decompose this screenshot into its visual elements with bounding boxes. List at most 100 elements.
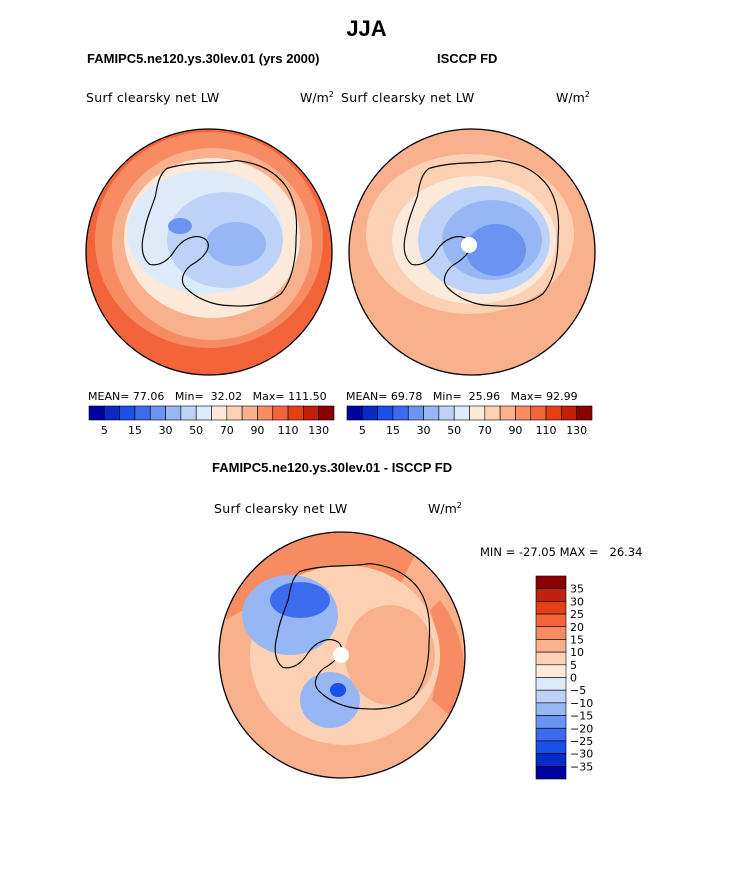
colorbar-swatch [484, 405, 501, 421]
right-colorbar: 5 15 30 50 70 90 110 130 [346, 405, 593, 437]
left-map-interior-40 [206, 222, 266, 266]
colorbar-swatch [469, 405, 486, 421]
colorbar-tick-label: 90 [250, 424, 264, 437]
colorbar-swatch [535, 753, 567, 767]
right-units-label: W/m2 [556, 90, 590, 106]
left-map-border [85, 128, 333, 376]
colorbar-swatch [303, 405, 319, 421]
colorbar-swatch [535, 715, 567, 729]
colorbar-swatch [287, 405, 304, 421]
diff-map-pole-hole [333, 647, 349, 663]
colorbar-swatch [535, 588, 567, 602]
colorbar-tick-label: −25 [570, 735, 593, 748]
colorbar-swatch [453, 405, 470, 421]
colorbar-swatch [535, 664, 567, 678]
left-colorbar: 5 15 30 50 70 90 110 130 [88, 405, 335, 437]
diff-map [219, 532, 465, 778]
colorbar-swatch [195, 405, 212, 421]
colorbar-swatch [535, 575, 567, 589]
colorbar-swatch [119, 405, 136, 421]
right-map-pole-hole [461, 237, 477, 253]
colorbar-swatch [134, 405, 151, 421]
diff-map-east-positive [430, 600, 465, 720]
diff-minmax: MIN = -27.05 MAX = 26.34 [480, 545, 643, 559]
right-variable-label: Surf clearsky net LW [341, 90, 475, 105]
diff-variable-label: Surf clearsky net LW [214, 501, 348, 516]
colorbar-tick-label: 35 [570, 583, 584, 596]
colorbar-tick-label: 20 [570, 621, 584, 634]
colorbar-swatch [561, 405, 577, 421]
colorbar-swatch [535, 613, 567, 628]
diff-map-weddell-strong [270, 582, 330, 618]
left-map [86, 129, 332, 375]
diff-map-border [218, 531, 466, 779]
diff-map-plateau-positive [345, 605, 435, 705]
colorbar-swatch [318, 405, 335, 421]
colorbar-tick-label: −5 [570, 684, 586, 697]
colorbar-tick-label: 90 [508, 424, 522, 437]
colorbar-swatch [377, 405, 394, 421]
left-variable-label: Surf clearsky net LW [86, 90, 220, 105]
colorbar-tick-label: 30 [159, 424, 173, 437]
colorbar-tick-label: 15 [386, 424, 400, 437]
colorbar-tick-label: 15 [128, 424, 142, 437]
colorbar-swatch [545, 405, 562, 421]
colorbar-swatch [165, 405, 182, 421]
colorbar-swatch [535, 727, 567, 742]
colorbar-tick-label: −15 [570, 710, 593, 723]
colorbar-tick-label: 5 [101, 424, 108, 437]
colorbar-tick-label: 130 [566, 424, 587, 437]
colorbar-tick-label: 5 [570, 659, 577, 672]
colorbar-tick-label: 70 [478, 424, 492, 437]
colorbar-tick-label: 15 [570, 633, 584, 646]
diff-units-label: W/m2 [428, 501, 462, 517]
left-stats: MEAN= 77.06 Min= 32.02 Max= 111.50 [88, 390, 327, 403]
colorbar-tick-label: 0 [570, 672, 577, 685]
colorbar-swatch [535, 651, 567, 666]
right-map [349, 129, 595, 375]
colorbar-swatch [407, 405, 424, 421]
right-map-border [348, 128, 596, 376]
colorbar-swatch [535, 626, 567, 640]
page-title: JJA [346, 16, 387, 41]
colorbar-tick-label: 30 [417, 424, 431, 437]
right-panel-subtitle: ISCCP FD [437, 51, 498, 66]
colorbar-swatch [535, 677, 567, 691]
colorbar-tick-label: 50 [447, 424, 461, 437]
colorbar-swatch [530, 405, 547, 421]
colorbar-swatch [272, 405, 289, 421]
colorbar-tick-label: −35 [570, 760, 593, 773]
right-map-interior-30 [466, 224, 526, 276]
colorbar-swatch [515, 405, 532, 421]
colorbar-swatch [423, 405, 440, 421]
colorbar-tick-label: −10 [570, 697, 593, 710]
colorbar-tick-label: 5 [359, 424, 366, 437]
colorbar-swatch [362, 405, 378, 421]
colorbar-tick-label: 25 [570, 608, 584, 621]
colorbar-swatch [535, 639, 567, 653]
left-panel-subtitle: FAMIPC5.ne120.ys.30lev.01 (yrs 2000) [87, 51, 320, 66]
colorbar-tick-label: 130 [308, 424, 329, 437]
colorbar-tick-label: 50 [189, 424, 203, 437]
colorbar-swatch [535, 601, 567, 615]
left-units-label: W/m2 [300, 90, 334, 106]
colorbar-tick-label: −30 [570, 748, 593, 761]
colorbar-tick-label: 30 [570, 595, 584, 608]
colorbar-swatch [241, 405, 258, 421]
colorbar-swatch [535, 689, 567, 704]
colorbar-swatch [257, 405, 274, 421]
colorbar-swatch [346, 405, 363, 421]
colorbar-swatch [576, 405, 593, 421]
colorbar-swatch [226, 405, 243, 421]
colorbar-tick-label: −20 [570, 722, 593, 735]
colorbar-swatch [535, 740, 567, 754]
diff-panel-subtitle: FAMIPC5.ne120.ys.30lev.01 - ISCCP FD [212, 460, 453, 475]
colorbar-swatch [211, 405, 228, 421]
colorbar-swatch [104, 405, 120, 421]
right-stats: MEAN= 69.78 Min= 25.96 Max= 92.99 [346, 390, 578, 403]
colorbar-tick-label: 110 [278, 424, 299, 437]
colorbar-swatch [149, 405, 166, 421]
colorbar-tick-label: 110 [536, 424, 557, 437]
colorbar-swatch [180, 405, 197, 421]
